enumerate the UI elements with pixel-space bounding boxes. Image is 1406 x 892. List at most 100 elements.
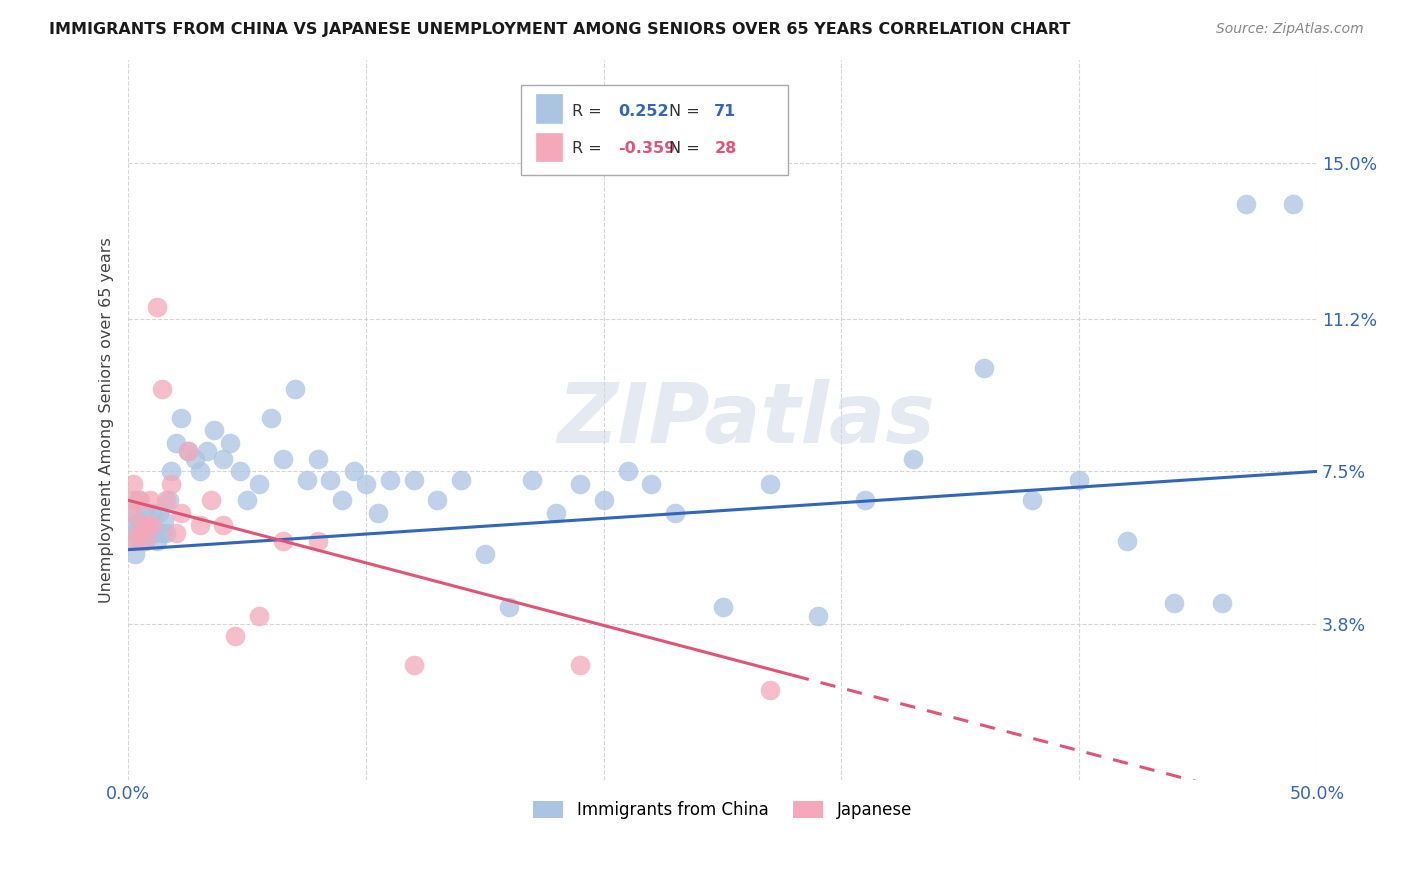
Point xyxy=(853,493,876,508)
FancyBboxPatch shape xyxy=(520,85,787,175)
Point xyxy=(136,518,159,533)
Point xyxy=(212,452,235,467)
Point xyxy=(343,465,366,479)
Point xyxy=(129,518,152,533)
Point xyxy=(450,473,472,487)
Point xyxy=(134,534,156,549)
Point xyxy=(202,423,225,437)
Text: IMMIGRANTS FROM CHINA VS JAPANESE UNEMPLOYMENT AMONG SENIORS OVER 65 YEARS CORRE: IMMIGRANTS FROM CHINA VS JAPANESE UNEMPL… xyxy=(49,22,1070,37)
Point xyxy=(271,534,294,549)
Point xyxy=(1163,596,1185,610)
Point xyxy=(165,435,187,450)
Point xyxy=(402,473,425,487)
Point xyxy=(284,382,307,396)
Point xyxy=(664,506,686,520)
Point xyxy=(129,534,152,549)
Y-axis label: Unemployment Among Seniors over 65 years: Unemployment Among Seniors over 65 years xyxy=(100,237,114,603)
Text: N =: N = xyxy=(669,141,700,155)
Point xyxy=(141,506,163,520)
Point xyxy=(1021,493,1043,508)
Point xyxy=(160,476,183,491)
Point xyxy=(157,493,180,508)
Point xyxy=(160,465,183,479)
Point xyxy=(124,547,146,561)
Point xyxy=(127,493,149,508)
Point xyxy=(122,534,145,549)
Point xyxy=(1115,534,1137,549)
Point xyxy=(426,493,449,508)
Point xyxy=(124,526,146,541)
Point xyxy=(568,476,591,491)
Point xyxy=(195,443,218,458)
Point xyxy=(378,473,401,487)
Point xyxy=(247,608,270,623)
Text: 0.252: 0.252 xyxy=(619,104,669,120)
Point xyxy=(219,435,242,450)
Point xyxy=(155,493,177,508)
Point xyxy=(212,518,235,533)
Point xyxy=(901,452,924,467)
Point xyxy=(141,518,163,533)
Point xyxy=(131,526,153,541)
Point xyxy=(224,629,246,643)
Point xyxy=(973,361,995,376)
Point xyxy=(136,518,159,533)
Legend: Immigrants from China, Japanese: Immigrants from China, Japanese xyxy=(526,795,918,826)
Point xyxy=(134,506,156,520)
Point xyxy=(150,526,173,541)
Point xyxy=(319,473,342,487)
Point xyxy=(711,600,734,615)
Point xyxy=(307,452,329,467)
Point xyxy=(138,526,160,541)
Point xyxy=(184,452,207,467)
Point xyxy=(146,534,169,549)
Point xyxy=(134,534,156,549)
Point xyxy=(759,476,782,491)
Point xyxy=(143,526,166,541)
Point xyxy=(1234,196,1257,211)
Point xyxy=(138,493,160,508)
Point xyxy=(146,300,169,314)
Point xyxy=(616,465,638,479)
Point xyxy=(546,506,568,520)
Text: N =: N = xyxy=(669,104,700,120)
Point xyxy=(759,682,782,697)
Text: ZIPatlas: ZIPatlas xyxy=(557,379,935,460)
Point xyxy=(169,410,191,425)
Point xyxy=(229,465,252,479)
Point xyxy=(127,526,149,541)
Point xyxy=(148,506,170,520)
Text: 71: 71 xyxy=(714,104,737,120)
Point xyxy=(155,526,177,541)
Point xyxy=(1211,596,1233,610)
Point xyxy=(807,608,830,623)
Point xyxy=(260,410,283,425)
Point xyxy=(127,514,149,528)
Point xyxy=(640,476,662,491)
Point xyxy=(498,600,520,615)
Point xyxy=(354,476,377,491)
Point xyxy=(122,476,145,491)
Point xyxy=(200,493,222,508)
Point xyxy=(592,493,614,508)
Point xyxy=(236,493,259,508)
Text: R =: R = xyxy=(572,104,602,120)
Point xyxy=(568,658,591,673)
Point xyxy=(131,518,153,533)
Point xyxy=(1069,473,1091,487)
Point xyxy=(176,443,198,458)
Point xyxy=(402,658,425,673)
Point xyxy=(474,547,496,561)
Text: -0.359: -0.359 xyxy=(619,141,675,155)
Text: Source: ZipAtlas.com: Source: ZipAtlas.com xyxy=(1216,22,1364,37)
Point xyxy=(295,473,318,487)
Bar xyxy=(536,133,562,161)
Point xyxy=(129,493,152,508)
Point xyxy=(122,493,145,508)
Point xyxy=(124,534,146,549)
Point xyxy=(367,506,389,520)
Text: 28: 28 xyxy=(714,141,737,155)
Point xyxy=(150,382,173,396)
Point xyxy=(120,506,142,520)
Point xyxy=(176,443,198,458)
